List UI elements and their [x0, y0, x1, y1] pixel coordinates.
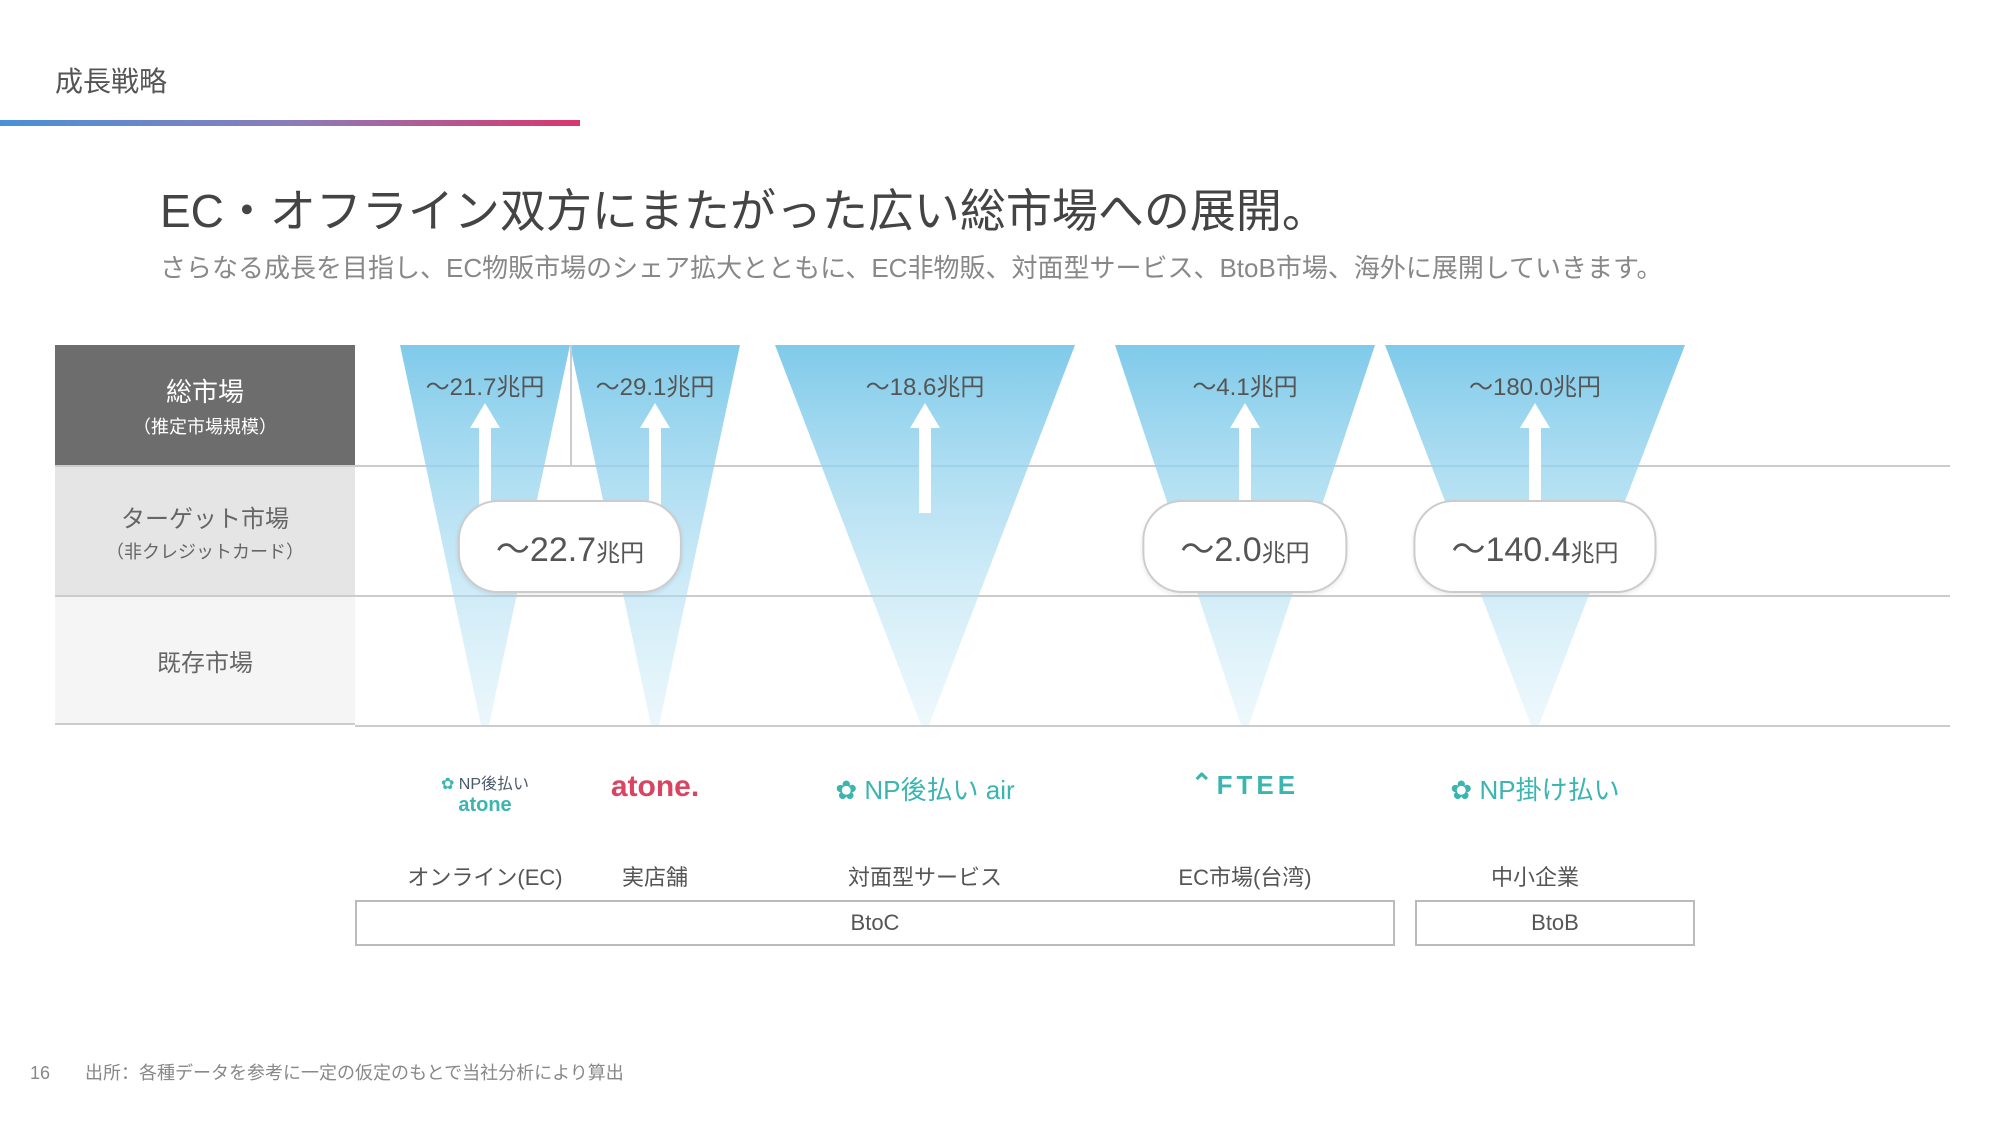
target-market-value-2: ～140.4兆円: [1413, 500, 1656, 593]
segment-label-2: 対面型サービス: [848, 860, 1002, 892]
hline-3: [355, 725, 1950, 727]
chart-area: ～21.7兆円 ～29.1兆円 ～18.6兆円 ～4.1兆円: [355, 345, 1950, 725]
total-market-value-0: ～21.7兆円: [426, 367, 545, 402]
total-market-value-3: ～4.1兆円: [1192, 367, 1297, 402]
page-title: EC・オフライン双方にまたがった広い総市場への展開。: [160, 175, 1328, 241]
row1-title: 総市場: [166, 372, 244, 409]
page-number: 16: [30, 1063, 50, 1083]
brand-logo-np_air: ✿ NP後払い air: [835, 770, 1014, 807]
source-note: 出所：各種データを参考に一定の仮定のもとで当社分析により算出: [85, 1063, 624, 1083]
category-box-btoc: BtoC: [355, 900, 1395, 946]
row-total-market: 総市場 （推定市場規模）: [55, 345, 355, 465]
brand-logo-np_atone: ✿ NP後払いatone: [441, 770, 529, 817]
segment-label-4: 中小企業: [1491, 860, 1579, 892]
row2-sub: （非クレジットカード）: [106, 538, 304, 564]
arrow-up-icon: [470, 403, 500, 513]
arrow-up-icon: [640, 403, 670, 513]
brands-row: ✿ NP後払いatone atone. ✿ NP後払い air ⌃FTEE ✿ NP掛け…: [355, 770, 1950, 830]
row-target-market: ターゲット市場 （非クレジットカード）: [55, 465, 355, 595]
gradient-divider: [0, 120, 580, 126]
footer: 16 出所：各種データを参考に一定の仮定のもとで当社分析により算出: [30, 1059, 624, 1085]
segment-label-1: 実店舗: [622, 860, 688, 892]
brand-logo-np_kake: ✿ NP掛け払い: [1450, 770, 1619, 807]
total-market-value-4: ～180.0兆円: [1469, 367, 1601, 402]
page-subtitle: さらなる成長を目指し、EC物販市場のシェア拡大とともに、EC非物販、対面型サービ…: [160, 248, 1662, 285]
row1-sub: （推定市場規模）: [133, 413, 277, 439]
category-row: BtoC BtoB: [355, 900, 1950, 950]
market-cone-2: [745, 345, 1105, 725]
arrow-up-icon: [1520, 403, 1550, 513]
target-market-value-1: ～2.0兆円: [1142, 500, 1347, 593]
total-market-value-2: ～18.6兆円: [866, 367, 985, 402]
segment-label-3: EC市場(台湾): [1178, 860, 1311, 892]
target-market-value-0: ～22.7兆円: [458, 500, 682, 593]
row2-title: ターゲット市場: [121, 499, 289, 534]
arrow-up-icon: [910, 403, 940, 513]
market-diagram: 総市場 （推定市場規模） ターゲット市場 （非クレジットカード） 既存市場 ～2…: [55, 345, 1950, 775]
segment-label-0: オンライン(EC): [407, 860, 562, 892]
arrow-up-icon: [1230, 403, 1260, 513]
total-market-value-1: ～29.1兆円: [596, 367, 715, 402]
cone-divider: [570, 345, 572, 465]
category-box-btob: BtoB: [1415, 900, 1695, 946]
row-existing-market: 既存市場: [55, 595, 355, 725]
brand-logo-atone_red: atone.: [611, 770, 699, 804]
section-title: 成長戦略: [55, 60, 167, 100]
row-labels: 総市場 （推定市場規模） ターゲット市場 （非クレジットカード） 既存市場: [55, 345, 355, 725]
brand-logo-aftee: ⌃FTEE: [1191, 770, 1299, 801]
